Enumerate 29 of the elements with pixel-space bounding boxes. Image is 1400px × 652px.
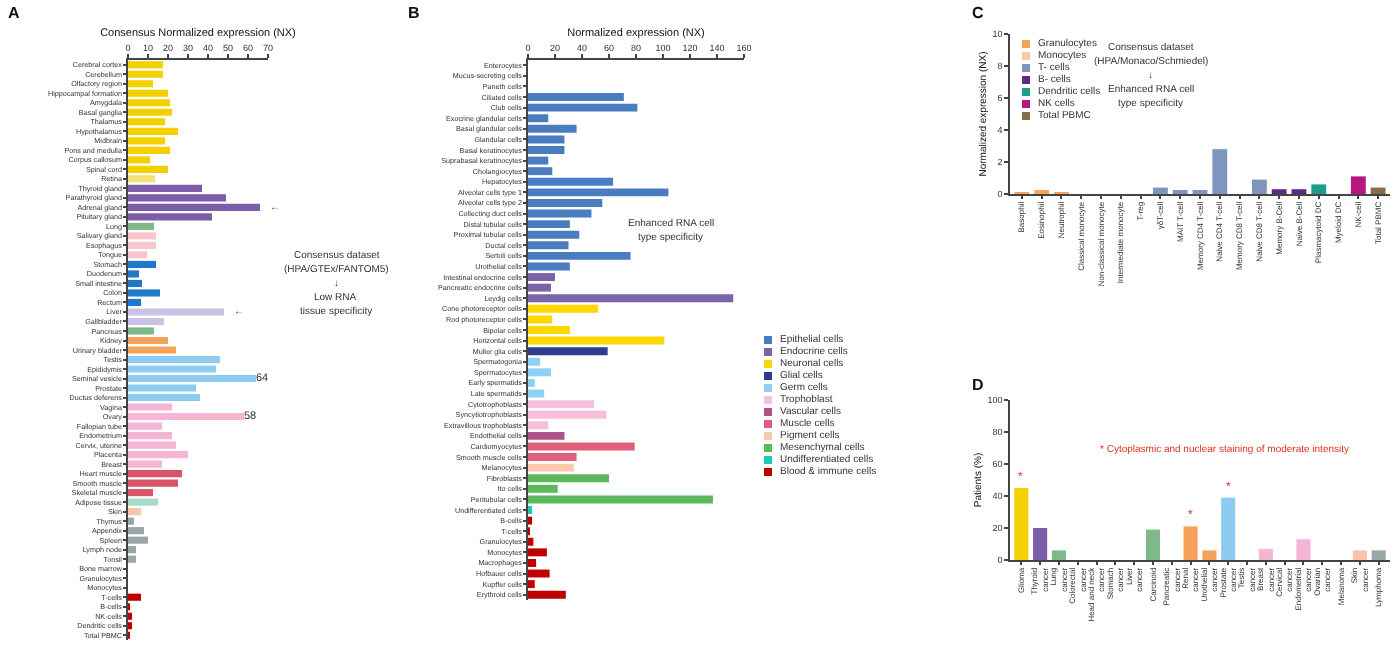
- bar: [1371, 550, 1386, 560]
- bar: [1296, 539, 1311, 560]
- bar: [1153, 187, 1168, 194]
- bar: [1352, 550, 1367, 560]
- chart-title: C: [972, 4, 984, 22]
- bar: [1350, 176, 1366, 194]
- bar: [1370, 187, 1386, 194]
- bar: [1033, 528, 1048, 560]
- bar: [128, 498, 158, 506]
- bar: [1212, 149, 1228, 194]
- bar: [1183, 526, 1198, 560]
- bar: [1251, 179, 1267, 194]
- chart-title: A: [8, 4, 20, 22]
- bar: [128, 327, 154, 335]
- bar: [528, 431, 565, 440]
- bar: [1311, 184, 1327, 194]
- bar: [1051, 550, 1066, 560]
- bar: [528, 463, 574, 472]
- bar: [128, 222, 154, 230]
- bar: [1202, 550, 1217, 560]
- chart-title: B: [408, 4, 420, 22]
- bar: [128, 508, 141, 516]
- bar: [1221, 497, 1236, 560]
- bar: [1014, 488, 1029, 560]
- bar: [528, 347, 608, 356]
- bar: [128, 175, 155, 183]
- chart-title: D: [972, 376, 984, 394]
- bar: [1258, 548, 1273, 560]
- bar: [1145, 529, 1161, 560]
